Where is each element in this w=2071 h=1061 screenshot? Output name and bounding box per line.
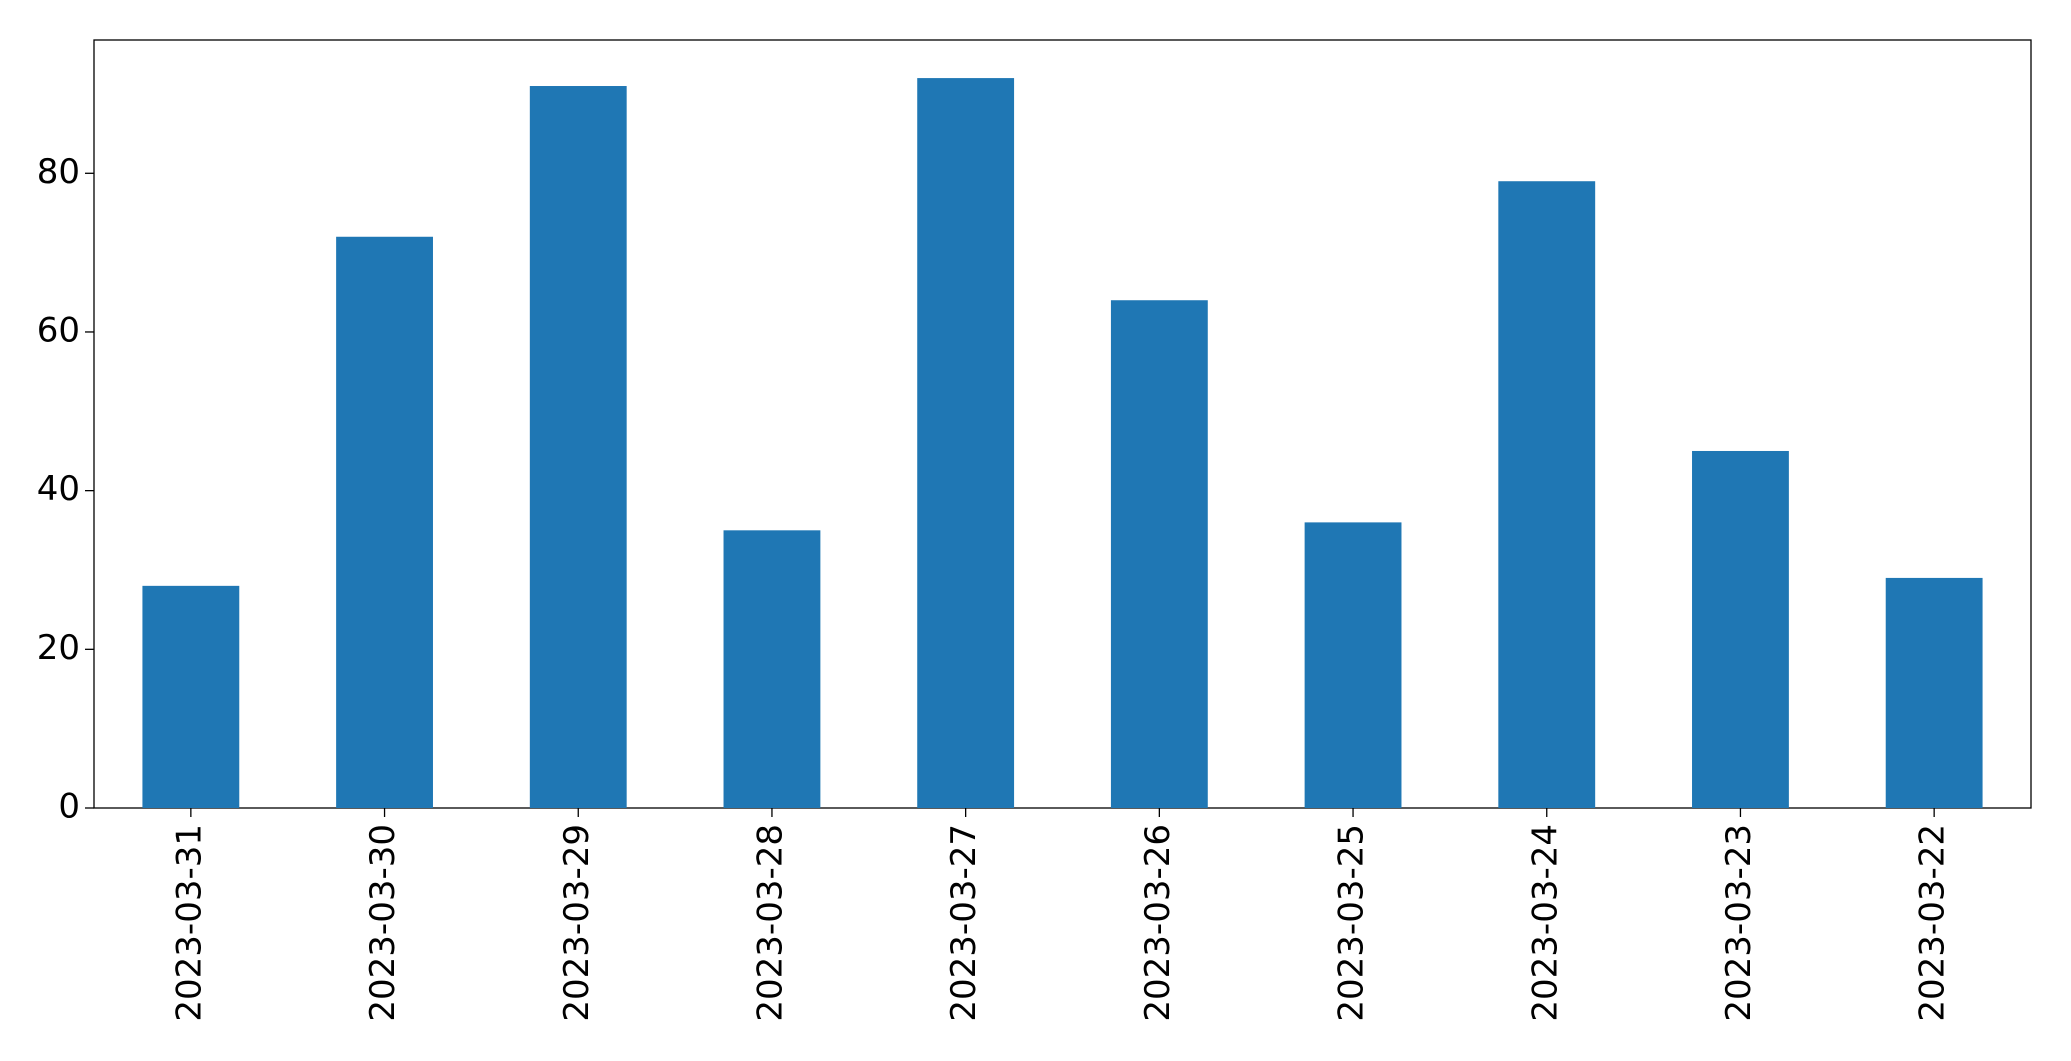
x-tick-label: 2023-03-30 xyxy=(363,824,403,1022)
bar xyxy=(1110,300,1208,808)
bar xyxy=(723,530,821,808)
y-tick-label: 80 xyxy=(37,152,80,192)
x-tick-label: 2023-03-25 xyxy=(1332,824,1372,1022)
x-tick-label: 2023-03-31 xyxy=(169,824,209,1022)
x-tick-label: 2023-03-26 xyxy=(1138,824,1178,1022)
bar xyxy=(1885,577,1983,808)
bar xyxy=(336,236,433,809)
x-tick-label: 2023-03-24 xyxy=(1525,824,1565,1022)
bar xyxy=(1692,450,1789,808)
x-tick-label: 2023-03-22 xyxy=(1913,824,1953,1022)
plot-frame xyxy=(93,39,2032,809)
y-tick-label: 60 xyxy=(37,310,80,350)
y-tick-label: 20 xyxy=(37,628,80,668)
y-tick-label: 40 xyxy=(37,469,80,509)
bar xyxy=(529,86,627,808)
y-tick-label: 0 xyxy=(58,787,80,827)
bar xyxy=(1304,522,1402,808)
x-tick-label: 2023-03-27 xyxy=(944,824,984,1022)
bar xyxy=(917,78,1015,808)
x-tick-label: 2023-03-28 xyxy=(750,824,790,1022)
bar xyxy=(1498,181,1596,808)
x-tick-label: 2023-03-23 xyxy=(1719,824,1759,1022)
x-tick-label: 2023-03-29 xyxy=(557,824,597,1022)
bar xyxy=(142,585,240,808)
